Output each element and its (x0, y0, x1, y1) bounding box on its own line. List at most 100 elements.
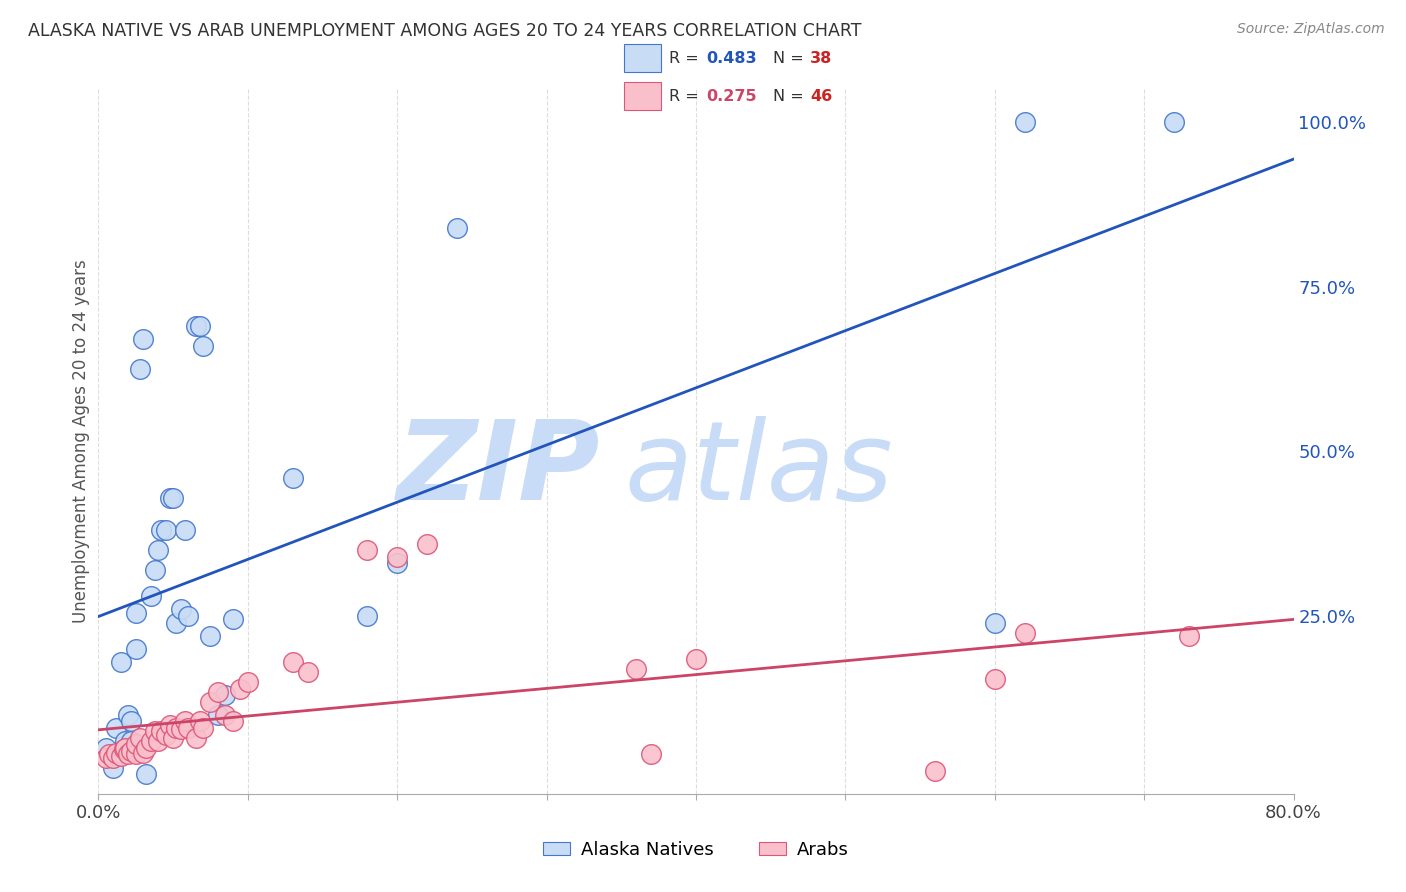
Point (214, 688, 236, 702)
Point (626, 662, 648, 676)
Point (207, 685, 229, 699)
Point (1014, 115, 1036, 129)
Point (984, 672, 1007, 686)
Point (281, 471, 304, 485)
Point (281, 655, 304, 669)
Point (385, 557, 409, 571)
Point (110, 655, 132, 669)
Point (207, 707, 229, 722)
Point (143, 563, 166, 577)
Point (105, 746, 128, 760)
Point (125, 747, 148, 762)
Point (297, 665, 319, 679)
Point (191, 721, 214, 735)
Point (1163, 115, 1185, 129)
Text: R =: R = (669, 51, 704, 66)
Text: 46: 46 (810, 89, 832, 104)
Point (229, 681, 252, 696)
Point (984, 615, 1007, 630)
Point (112, 742, 135, 756)
Point (103, 750, 125, 764)
Point (135, 740, 157, 755)
Text: ALASKA NATIVE VS ARAB UNEMPLOYMENT AMONG AGES 20 TO 24 YEARS CORRELATION CHART: ALASKA NATIVE VS ARAB UNEMPLOYMENT AMONG… (28, 22, 862, 40)
Point (165, 721, 187, 735)
Point (191, 339, 214, 353)
Point (155, 728, 177, 742)
Point (117, 747, 139, 762)
Point (184, 319, 207, 334)
Point (177, 609, 200, 624)
Text: 0.275: 0.275 (706, 89, 756, 104)
Point (114, 734, 136, 748)
Point (155, 524, 177, 538)
Point (132, 746, 155, 760)
Point (214, 707, 236, 722)
Point (105, 721, 128, 735)
Point (117, 707, 139, 722)
Point (135, 767, 157, 781)
Point (129, 731, 152, 745)
Point (120, 714, 142, 729)
Text: 0.483: 0.483 (706, 51, 756, 66)
Point (110, 748, 132, 763)
Text: Source: ZipAtlas.com: Source: ZipAtlas.com (1237, 22, 1385, 37)
Point (162, 731, 184, 745)
Point (148, 543, 170, 558)
Point (120, 744, 142, 758)
Point (200, 695, 222, 709)
Point (222, 714, 245, 729)
Point (125, 642, 148, 657)
Point (139, 734, 162, 748)
Point (236, 674, 259, 689)
Point (924, 764, 946, 778)
Bar (624, 44, 661, 72)
Point (385, 549, 409, 564)
Text: atlas: atlas (624, 417, 893, 524)
Point (132, 333, 155, 347)
Point (139, 590, 162, 604)
Point (148, 734, 170, 748)
Point (685, 652, 707, 666)
Point (103, 760, 125, 774)
Point (120, 734, 142, 748)
Text: 38: 38 (810, 51, 832, 66)
Point (143, 724, 166, 739)
Point (1014, 625, 1036, 640)
Point (188, 714, 211, 729)
Text: N =: N = (773, 51, 810, 66)
Point (97, 747, 120, 762)
Text: ZIP: ZIP (396, 417, 600, 524)
Text: N =: N = (773, 89, 810, 104)
Point (114, 740, 136, 755)
Point (129, 362, 152, 376)
Point (184, 731, 207, 745)
Point (174, 524, 197, 538)
Point (94, 740, 117, 755)
Point (200, 629, 222, 643)
Point (446, 220, 468, 235)
Point (169, 602, 191, 616)
Point (169, 723, 191, 737)
Point (188, 319, 211, 334)
Point (174, 714, 197, 729)
Point (159, 717, 181, 731)
Point (1178, 629, 1201, 643)
Point (222, 612, 245, 626)
Point (356, 543, 378, 558)
Legend: Alaska Natives, Arabs: Alaska Natives, Arabs (536, 833, 856, 866)
Point (159, 491, 181, 505)
Point (640, 747, 662, 762)
Point (150, 724, 173, 739)
Point (125, 738, 148, 752)
Text: R =: R = (669, 89, 704, 104)
Point (177, 721, 200, 735)
Point (150, 524, 173, 538)
Point (356, 609, 378, 624)
Point (162, 491, 184, 505)
Point (165, 615, 187, 630)
Point (125, 606, 148, 620)
Point (416, 536, 439, 550)
Point (94, 750, 117, 764)
Y-axis label: Unemployment Among Ages 20 to 24 years: Unemployment Among Ages 20 to 24 years (72, 260, 90, 624)
Bar (624, 82, 661, 111)
